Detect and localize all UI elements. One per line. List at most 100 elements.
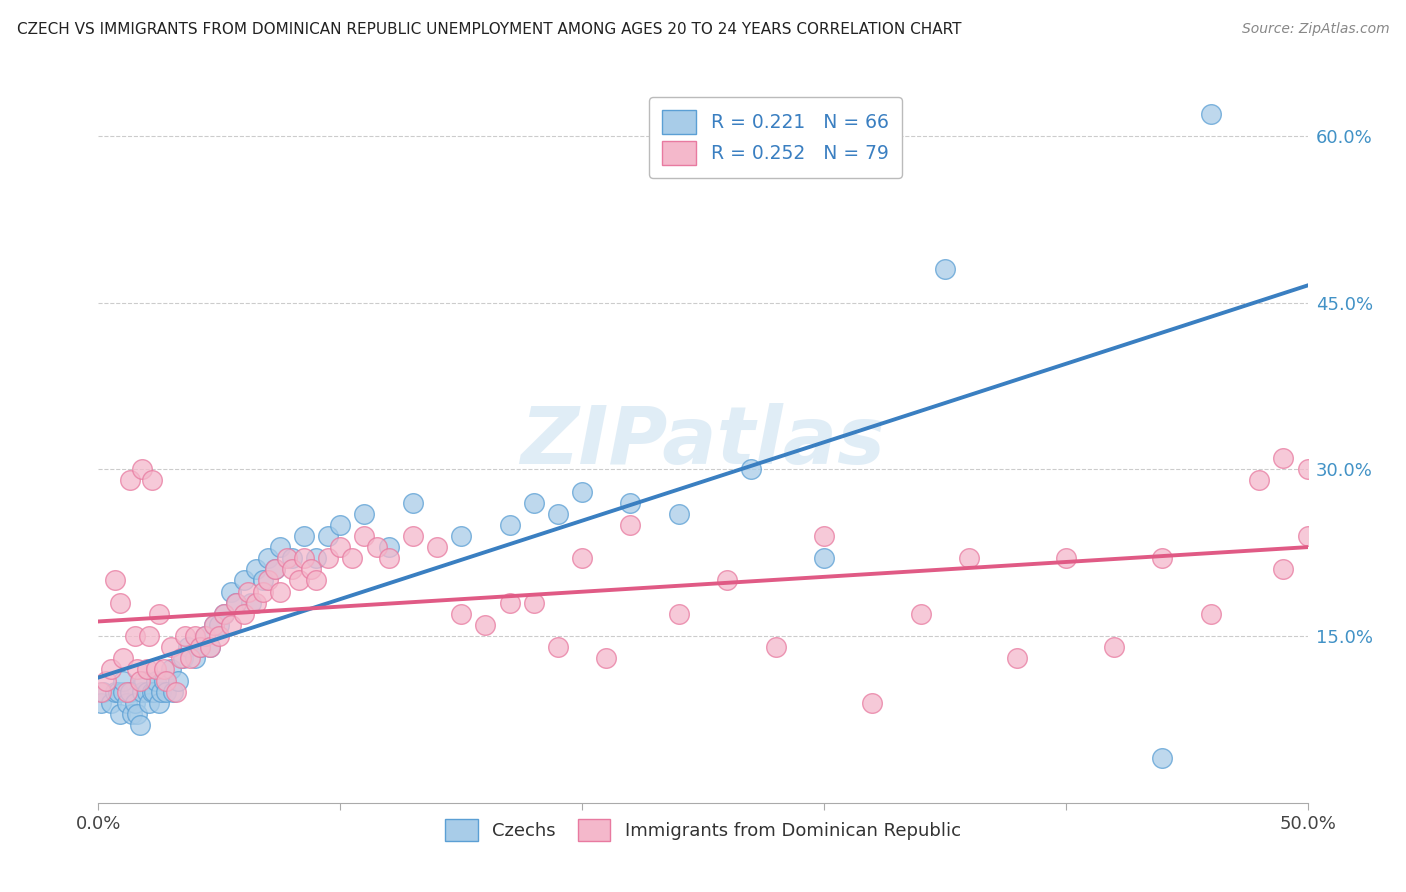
Text: ZIPatlas: ZIPatlas bbox=[520, 402, 886, 481]
Point bbox=[145, 673, 167, 688]
Point bbox=[281, 562, 304, 576]
Point bbox=[152, 662, 174, 676]
Point bbox=[353, 529, 375, 543]
Point bbox=[138, 629, 160, 643]
Point bbox=[252, 574, 274, 588]
Point bbox=[1249, 474, 1271, 488]
Point bbox=[198, 640, 221, 655]
Point bbox=[188, 640, 211, 655]
Point bbox=[104, 684, 127, 698]
Point bbox=[148, 607, 170, 621]
Point bbox=[474, 618, 496, 632]
Point bbox=[90, 684, 112, 698]
Point bbox=[353, 507, 375, 521]
Point bbox=[194, 629, 217, 643]
Point bbox=[910, 607, 932, 621]
Point bbox=[150, 684, 173, 698]
Point bbox=[269, 584, 291, 599]
Point bbox=[498, 596, 520, 610]
Point bbox=[148, 696, 170, 710]
Point bbox=[135, 684, 157, 698]
Point bbox=[169, 651, 191, 665]
Point bbox=[813, 529, 835, 543]
Point bbox=[152, 673, 174, 688]
Point bbox=[292, 529, 315, 543]
Point bbox=[1272, 562, 1295, 576]
Point bbox=[94, 673, 117, 688]
Point bbox=[813, 551, 835, 566]
Point bbox=[177, 640, 200, 655]
Point bbox=[377, 540, 399, 554]
Point bbox=[145, 662, 167, 676]
Point bbox=[269, 540, 291, 554]
Point bbox=[1152, 551, 1174, 566]
Point bbox=[167, 673, 190, 688]
Point bbox=[292, 551, 315, 566]
Point bbox=[256, 574, 278, 588]
Point bbox=[100, 696, 122, 710]
Point bbox=[860, 696, 883, 710]
Point bbox=[1296, 529, 1319, 543]
Point bbox=[571, 551, 593, 566]
Point bbox=[619, 496, 641, 510]
Point bbox=[288, 574, 311, 588]
Point bbox=[179, 651, 201, 665]
Point bbox=[165, 684, 187, 698]
Point bbox=[155, 673, 177, 688]
Point bbox=[1102, 640, 1125, 655]
Point bbox=[1007, 651, 1029, 665]
Point bbox=[668, 507, 690, 521]
Point bbox=[143, 684, 166, 698]
Point bbox=[571, 484, 593, 499]
Point bbox=[127, 662, 149, 676]
Point bbox=[239, 596, 262, 610]
Point bbox=[208, 629, 231, 643]
Point bbox=[264, 562, 287, 576]
Point bbox=[523, 596, 546, 610]
Point bbox=[1054, 551, 1077, 566]
Point bbox=[1272, 451, 1295, 466]
Point bbox=[329, 517, 352, 532]
Point bbox=[128, 673, 150, 688]
Point bbox=[141, 474, 163, 488]
Point bbox=[188, 640, 211, 655]
Point bbox=[299, 562, 322, 576]
Point bbox=[595, 651, 617, 665]
Point bbox=[225, 596, 247, 610]
Point bbox=[245, 562, 267, 576]
Point bbox=[108, 706, 131, 721]
Point bbox=[232, 607, 254, 621]
Point bbox=[172, 651, 194, 665]
Point bbox=[111, 651, 134, 665]
Point bbox=[184, 629, 207, 643]
Point bbox=[245, 596, 267, 610]
Point bbox=[716, 574, 738, 588]
Point bbox=[108, 596, 131, 610]
Point bbox=[342, 551, 364, 566]
Legend: Czechs, Immigrants from Dominican Republic: Czechs, Immigrants from Dominican Republ… bbox=[439, 812, 967, 848]
Point bbox=[305, 551, 328, 566]
Point bbox=[100, 662, 122, 676]
Point bbox=[118, 474, 141, 488]
Point bbox=[619, 517, 641, 532]
Point bbox=[1199, 607, 1222, 621]
Point bbox=[128, 718, 150, 732]
Point bbox=[91, 684, 114, 698]
Point bbox=[232, 574, 254, 588]
Point bbox=[225, 596, 247, 610]
Point bbox=[1296, 462, 1319, 476]
Point bbox=[160, 640, 183, 655]
Point bbox=[221, 584, 243, 599]
Point bbox=[155, 684, 177, 698]
Point bbox=[117, 696, 139, 710]
Point bbox=[740, 462, 762, 476]
Point bbox=[111, 684, 134, 698]
Point bbox=[765, 640, 787, 655]
Point bbox=[316, 529, 339, 543]
Point bbox=[127, 706, 149, 721]
Point bbox=[134, 673, 156, 688]
Point bbox=[252, 584, 274, 599]
Point bbox=[366, 540, 388, 554]
Point bbox=[124, 696, 146, 710]
Point bbox=[131, 684, 153, 698]
